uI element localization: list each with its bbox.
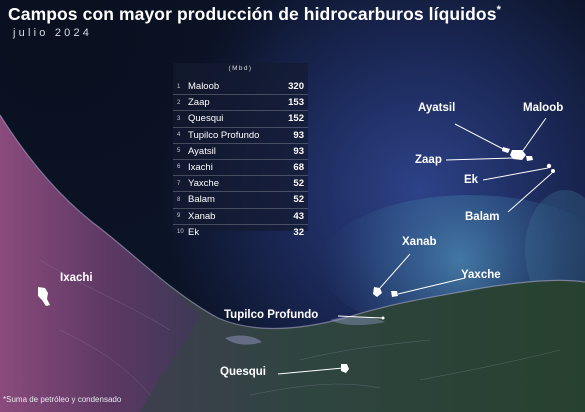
- leader-maloob: [521, 117, 547, 153]
- table-row: 1 Maloob 320: [173, 79, 308, 96]
- row-rank: 2: [177, 99, 181, 106]
- row-field-name: Quesqui: [188, 113, 224, 125]
- field-marker-xanab: [373, 287, 382, 297]
- row-rank: 6: [177, 164, 181, 171]
- row-value: 93: [293, 145, 304, 157]
- map-label-ayatsil: Ayatsil: [418, 102, 456, 114]
- field-marker-zaap: [526, 156, 533, 161]
- row-value: 320: [288, 81, 304, 92]
- footnote: *Suma de petróleo y condensado: [3, 395, 122, 404]
- row-value: 153: [288, 97, 304, 109]
- page-subtitle: julio 2024: [13, 27, 93, 39]
- table-units: (Mbd): [228, 65, 253, 72]
- row-rank: 3: [177, 115, 181, 122]
- leader-balam: [507, 172, 553, 213]
- leader-xanab: [379, 253, 411, 289]
- leader-ayatsil: [454, 123, 506, 151]
- table-row: 10 Ek 32: [173, 225, 308, 240]
- field-marker-balam: [551, 169, 555, 173]
- page-title: Campos con mayor producción de hidrocarb…: [8, 4, 501, 25]
- map-label-ek: Ek: [464, 174, 479, 186]
- row-rank: 8: [177, 196, 181, 203]
- map-label-maloob: Maloob: [523, 102, 564, 114]
- field-marker-tupilco: [381, 316, 385, 320]
- field-marker-ayatsil: [502, 147, 510, 153]
- row-field-name: Xanab: [188, 210, 216, 222]
- map-label-zaap: Zaap: [415, 154, 442, 166]
- table-row: 3 Quesqui 152: [173, 111, 308, 128]
- row-rank: 7: [177, 180, 181, 187]
- map-label-tupilco-profundo: Tupilco Profundo: [224, 309, 319, 321]
- row-value: 43: [293, 210, 304, 222]
- row-value: 52: [293, 194, 304, 206]
- leader-lines: [277, 117, 553, 375]
- leader-ek: [482, 167, 549, 181]
- row-value: 68: [293, 161, 304, 173]
- row-field-name: Ek: [188, 226, 200, 238]
- row-field-name: Maloob: [188, 81, 220, 92]
- row-rank: 5: [177, 148, 181, 155]
- table-row: 9 Xanab 43: [173, 209, 308, 225]
- table-row: 7 Yaxche 52: [173, 176, 308, 193]
- row-value: 93: [293, 129, 304, 141]
- leader-quesqui: [277, 367, 344, 375]
- field-marker-ek: [546, 163, 552, 169]
- row-value: 152: [288, 113, 304, 125]
- row-rank: 4: [177, 132, 181, 139]
- table-row: 8 Balam 52: [173, 192, 308, 209]
- table-row: 6 Ixachi 68: [173, 160, 308, 177]
- row-field-name: Tupilco Profundo: [188, 129, 260, 141]
- row-rank: 10: [177, 229, 184, 236]
- row-value: 52: [293, 178, 304, 190]
- map-label-quesqui: Quesqui: [220, 366, 267, 378]
- row-field-name: Balam: [188, 194, 215, 206]
- map-label-yaxche: Yaxche: [461, 269, 501, 281]
- table-row: 4 Tupilco Profundo 93: [173, 128, 308, 144]
- row-rank: 1: [177, 83, 181, 90]
- row-field-name: Yaxche: [188, 178, 219, 190]
- leader-zaap: [445, 157, 515, 161]
- leader-tupilco: [337, 315, 383, 319]
- field-marker-maloob: [510, 150, 526, 160]
- title-text: Campos con mayor producción de hidrocarb…: [8, 4, 497, 24]
- table-row: 5 Ayatsil 93: [173, 144, 308, 160]
- field-markers: [38, 147, 555, 373]
- row-field-name: Zaap: [188, 97, 210, 109]
- map-label-ixachi: Ixachi: [60, 272, 93, 284]
- row-field-name: Ixachi: [188, 161, 213, 173]
- field-marker-ixachi: [38, 287, 50, 306]
- row-field-name: Ayatsil: [188, 145, 216, 157]
- title-footnote-mark: *: [496, 4, 501, 17]
- row-rank: 9: [177, 213, 181, 219]
- leader-yaxche: [397, 277, 466, 295]
- field-marker-yaxche: [391, 291, 398, 297]
- table-row: 2 Zaap 153: [173, 95, 308, 112]
- table-rows: 1 Maloob 320 2 Zaap 153 3 Quesqui 152 4 Tupilco…: [173, 79, 308, 240]
- map-label-balam: Balam: [465, 211, 500, 223]
- field-marker-quesqui: [341, 364, 349, 373]
- row-value: 32: [293, 226, 304, 238]
- map-label-xanab: Xanab: [402, 236, 437, 248]
